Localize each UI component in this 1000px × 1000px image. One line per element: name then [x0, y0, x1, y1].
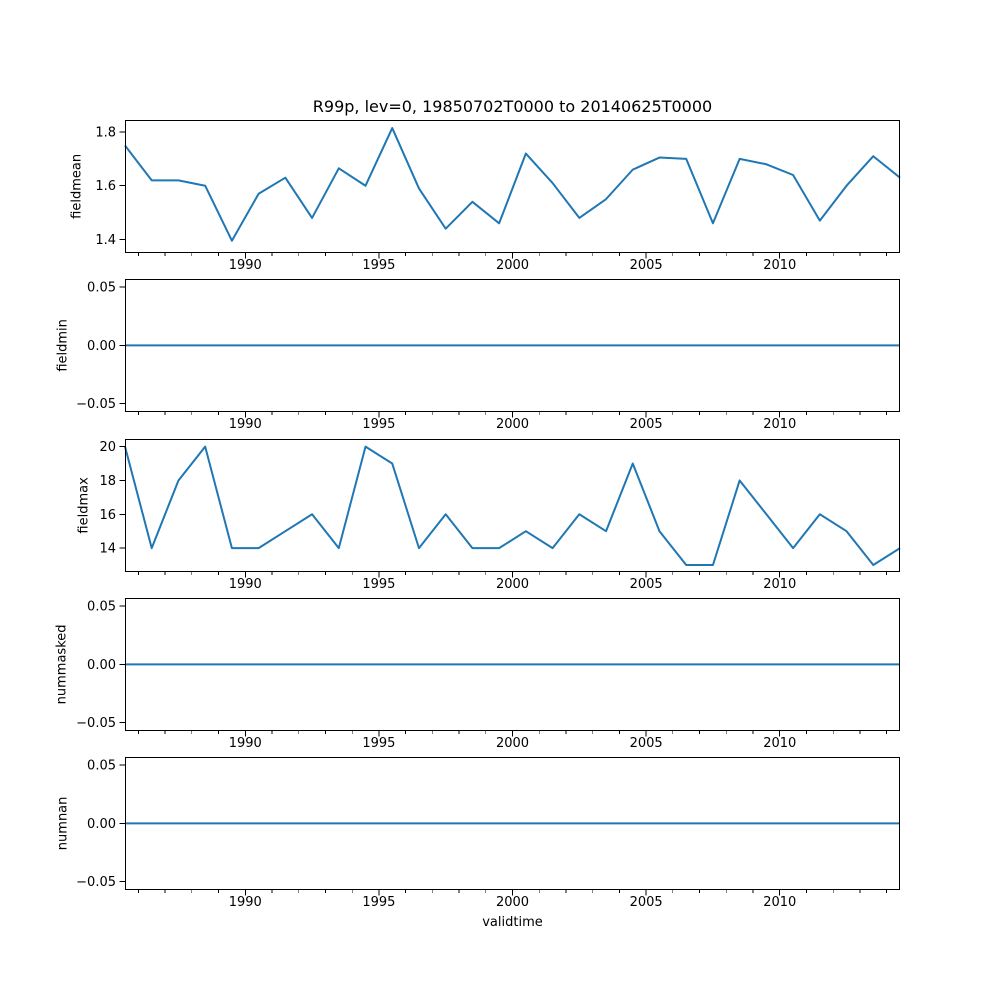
x-tick-label: 2010: [763, 417, 796, 432]
x-tick-label: 2010: [763, 258, 796, 273]
x-axis-label: validtime: [482, 915, 543, 930]
y-tick-label: 18: [99, 473, 116, 488]
y-axis-label: fieldmean: [70, 154, 85, 219]
y-tick-label: 0.00: [87, 658, 116, 673]
y-axis-label: nummasked: [55, 624, 70, 704]
x-tick-label: 1995: [362, 576, 395, 591]
x-tick-label: 2005: [630, 895, 663, 910]
y-tick-label: 1.6: [95, 179, 116, 194]
x-tick-label: 1990: [229, 736, 262, 751]
y-tick-label: 0.05: [87, 759, 116, 774]
y-tick-label: 1.8: [95, 126, 116, 141]
y-tick-label: 14: [99, 541, 116, 556]
x-tick-label: 1990: [229, 895, 262, 910]
x-tick-label: 2005: [630, 258, 663, 273]
y-tick-label: −0.05: [76, 716, 116, 731]
subplot-fieldmean: 1990 1995 2000 2005 2010 1.4 1.6 1.8 fieldmean: [70, 120, 901, 273]
y-tick-label: −0.05: [76, 397, 116, 412]
data-line-fieldmean: [124, 127, 901, 242]
y-tick-label: 0.05: [87, 281, 116, 296]
plot-border: [125, 120, 900, 253]
plot-border: [125, 279, 900, 413]
x-tick-label: 2000: [496, 258, 529, 273]
x-tick-label: 1995: [362, 895, 395, 910]
x-tick-label: 2000: [496, 576, 529, 591]
subplot-numnan: 1990 1995 2000 2005 2010 −0.05 0.00 0.05 numnan: [56, 757, 900, 910]
y-tick-label: 0.05: [87, 600, 116, 615]
y-tick-label: 0.00: [87, 817, 116, 832]
plot-border: [125, 597, 900, 731]
plot-border: [125, 438, 900, 572]
x-tick-label: 1995: [362, 736, 395, 751]
y-axis-label: fieldmax: [77, 477, 92, 534]
x-tick-label: 2005: [630, 576, 663, 591]
plot-border: [125, 757, 900, 890]
x-tick-label: 2005: [630, 417, 663, 432]
y-axis-label: fieldmin: [56, 319, 71, 372]
data-line-fieldmax: [124, 445, 901, 566]
y-tick-label: 1.4: [95, 233, 116, 248]
x-tick-label: 2000: [496, 417, 529, 432]
x-tick-label: 1990: [229, 576, 262, 591]
subplot-fieldmin: 1990 1995 2000 2005 2010 −0.05 0.00 0.05 fieldmi…: [56, 279, 900, 432]
x-tick-label: 1995: [362, 417, 395, 432]
x-tick-label: 2000: [496, 895, 529, 910]
x-tick-label: 2010: [763, 576, 796, 591]
y-tick-label: 16: [99, 507, 116, 522]
x-tick-label: 2005: [630, 736, 663, 751]
chart-title: R99p, lev=0, 19850702T0000 to 20140625T0…: [312, 97, 713, 116]
x-tick-label: 2010: [763, 736, 796, 751]
subplot-fieldmax: 1990 1995 2000 2005 2010 14 16 18 20 fieldmax: [77, 438, 901, 591]
x-tick-label: 1995: [362, 258, 395, 273]
y-tick-label: −0.05: [76, 875, 116, 890]
y-tick-label: 20: [99, 440, 116, 455]
subplot-nummasked: 1990 1995 2000 2005 2010 −0.05 0.00 0.05 nummask…: [55, 597, 900, 751]
y-axis-label: numnan: [56, 797, 71, 851]
x-tick-label: 1990: [229, 417, 262, 432]
x-tick-label: 1990: [229, 258, 262, 273]
x-tick-label: 2000: [496, 736, 529, 751]
x-tick-label: 2010: [763, 895, 796, 910]
y-tick-label: 0.00: [87, 339, 116, 354]
